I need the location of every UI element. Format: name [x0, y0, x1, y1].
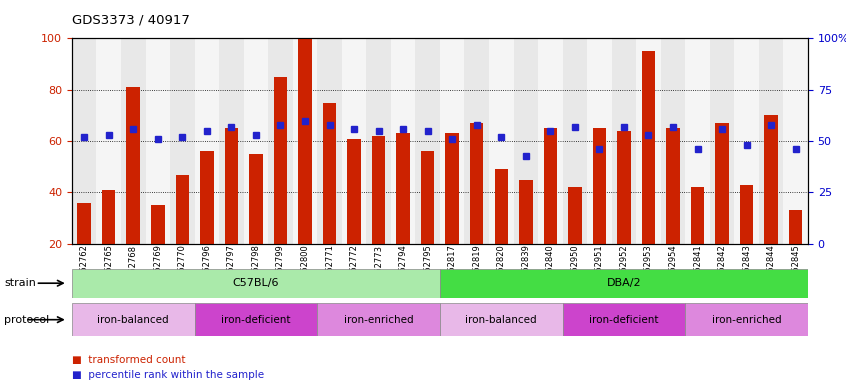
Bar [563, 38, 587, 244]
Bar [96, 38, 121, 244]
Text: ■  transformed count: ■ transformed count [72, 355, 185, 365]
Bar [146, 38, 170, 244]
Bar [415, 38, 440, 244]
Bar [587, 38, 612, 244]
Bar [317, 303, 440, 336]
Bar [783, 38, 808, 244]
Bar [538, 38, 563, 244]
Bar [519, 180, 532, 244]
Bar [759, 38, 783, 244]
Bar [201, 151, 213, 244]
Bar [219, 38, 244, 244]
Bar [421, 151, 434, 244]
Bar [127, 87, 140, 244]
Bar [691, 187, 704, 244]
Bar [464, 38, 489, 244]
Bar [593, 128, 606, 244]
Bar [544, 128, 557, 244]
Bar [397, 133, 409, 244]
Bar [225, 128, 238, 244]
Text: iron-deficient: iron-deficient [221, 314, 291, 325]
Bar [569, 187, 581, 244]
Text: iron-balanced: iron-balanced [97, 314, 169, 325]
Bar [470, 123, 483, 244]
Bar [514, 38, 538, 244]
Text: iron-enriched: iron-enriched [343, 314, 414, 325]
Bar [78, 203, 91, 244]
Bar [636, 38, 661, 244]
Text: iron-deficient: iron-deficient [589, 314, 659, 325]
Bar [72, 269, 440, 298]
Bar [366, 38, 391, 244]
Text: ■  percentile rank within the sample: ■ percentile rank within the sample [72, 370, 264, 380]
Bar [274, 77, 287, 244]
Bar [293, 38, 317, 244]
Bar [440, 303, 563, 336]
Bar [102, 190, 115, 244]
Bar [661, 38, 685, 244]
Bar [495, 169, 508, 244]
Bar [151, 205, 164, 244]
Text: strain: strain [4, 278, 36, 288]
Bar [195, 303, 317, 336]
Bar [121, 38, 146, 244]
Bar [489, 38, 514, 244]
Bar [317, 38, 342, 244]
Bar [710, 38, 734, 244]
Bar [72, 38, 96, 244]
Bar [323, 103, 336, 244]
Bar [563, 303, 685, 336]
Bar [618, 131, 630, 244]
Bar [250, 154, 262, 244]
Bar [72, 303, 195, 336]
Bar [342, 38, 366, 244]
Bar [685, 38, 710, 244]
Bar [268, 38, 293, 244]
Bar [667, 128, 679, 244]
Bar [685, 303, 808, 336]
Bar [372, 136, 385, 244]
Text: GDS3373 / 40917: GDS3373 / 40917 [72, 13, 190, 26]
Bar [440, 269, 808, 298]
Bar [299, 38, 311, 244]
Text: DBA/2: DBA/2 [607, 278, 641, 288]
Bar [244, 38, 268, 244]
Text: protocol: protocol [4, 314, 49, 325]
Bar [716, 123, 728, 244]
Bar [440, 38, 464, 244]
Bar [446, 133, 459, 244]
Bar [391, 38, 415, 244]
Bar [612, 38, 636, 244]
Bar [170, 38, 195, 244]
Text: iron-balanced: iron-balanced [465, 314, 537, 325]
Bar [642, 51, 655, 244]
Bar [195, 38, 219, 244]
Bar [348, 139, 360, 244]
Text: iron-enriched: iron-enriched [711, 314, 782, 325]
Bar [765, 116, 777, 244]
Bar [740, 185, 753, 244]
Bar [734, 38, 759, 244]
Text: C57BL/6: C57BL/6 [233, 278, 279, 288]
Bar [176, 174, 189, 244]
Bar [789, 210, 802, 244]
